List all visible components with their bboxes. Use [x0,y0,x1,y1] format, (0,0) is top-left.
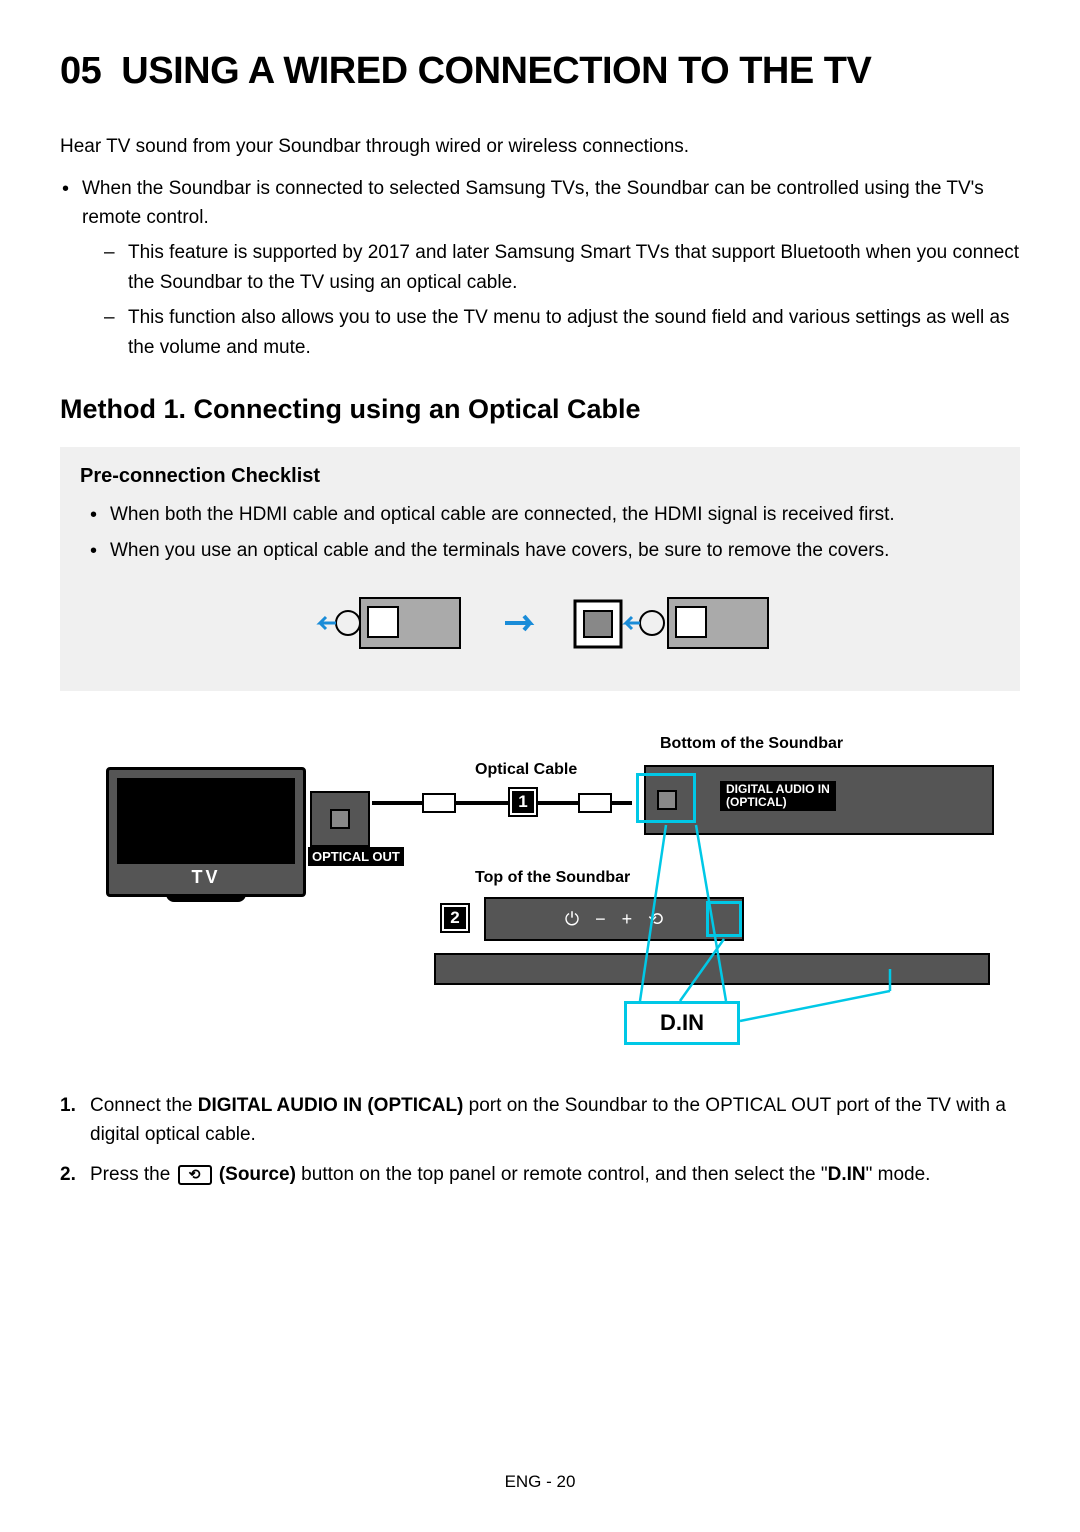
cable-plug-left [422,793,456,813]
vol-up-icon: + [622,909,633,930]
source-button-icon: ⟲ [178,1165,212,1185]
source-bold: (Source) [219,1164,296,1185]
chapter-title: USING A WIRED CONNECTION TO THE TV [121,50,871,92]
step-1: 1. Connect the DIGITAL AUDIO IN (OPTICAL… [60,1091,1020,1150]
source-panel-icon: ⟲ [648,909,663,930]
soundbar-top-panel: ⏻ − + ⟲ [484,897,744,941]
tv-label: TV [109,867,303,888]
method-heading: Method 1. Connecting using an Optical Ca… [60,394,1020,425]
optical-out-label: OPTICAL OUT [308,847,404,866]
steps-list: 1. Connect the DIGITAL AUDIO IN (OPTICAL… [60,1091,1020,1189]
step-badge-1: 1 [510,789,536,815]
cover-remove-illustration-left [310,583,470,663]
cable-plug-right [578,793,612,813]
top-soundbar-label: Top of the Soundbar [475,869,630,887]
checklist-diagrams [80,583,1000,663]
optical-out-port [310,791,370,847]
sub-dash-1: This feature is supported by 2017 and la… [128,238,1020,297]
checklist-item-2: When you use an optical cable and the te… [110,536,1000,565]
soundbar-front-illustration [434,953,990,985]
cyan-highlight-source [706,901,742,937]
digital-audio-bold: DIGITAL AUDIO IN (OPTICAL) [198,1095,464,1116]
chapter-number: 05 [60,50,101,92]
bottom-soundbar-label: Bottom of the Soundbar [660,735,843,753]
page-footer: ENG - 20 [0,1472,1080,1492]
vol-down-icon: − [595,909,606,930]
digital-audio-in-label: DIGITAL AUDIO IN(OPTICAL) [720,781,836,811]
sub-dash-list: This feature is supported by 2017 and la… [82,238,1020,362]
step-1-number: 1. [60,1091,76,1120]
step-badge-2: 2 [442,905,468,931]
checklist-box: Pre-connection Checklist When both the H… [60,447,1020,691]
main-bullet-text: When the Soundbar is connected to select… [82,178,984,228]
intro-paragraph: Hear TV sound from your Soundbar through… [60,133,1020,162]
din-display-box: D.IN [624,1001,740,1045]
step-2: 2. Press the ⟲ (Source) button on the to… [60,1160,1020,1189]
cyan-highlight-port [636,773,696,823]
tv-illustration: TV [106,767,306,897]
din-bold: D.IN [828,1164,866,1185]
chapter-heading: 05 USING A WIRED CONNECTION TO THE TV [60,50,1020,93]
connection-diagram: Bottom of the Soundbar TV OPTICAL OUT Op… [80,721,1000,1061]
checklist-list: When both the HDMI cable and optical cab… [80,500,1000,565]
step-2-number: 2. [60,1160,76,1189]
sub-dash-2: This function also allows you to use the… [128,303,1020,362]
arrow-right-icon [500,608,540,638]
main-bullet-list: When the Soundbar is connected to select… [60,174,1020,363]
checklist-item-1: When both the HDMI cable and optical cab… [110,500,1000,529]
checklist-title: Pre-connection Checklist [80,465,1000,488]
optical-cable-label: Optical Cable [475,761,577,779]
cover-remove-illustration-right [570,583,770,663]
power-icon: ⏻ [565,909,579,930]
main-bullet: When the Soundbar is connected to select… [82,174,1020,363]
